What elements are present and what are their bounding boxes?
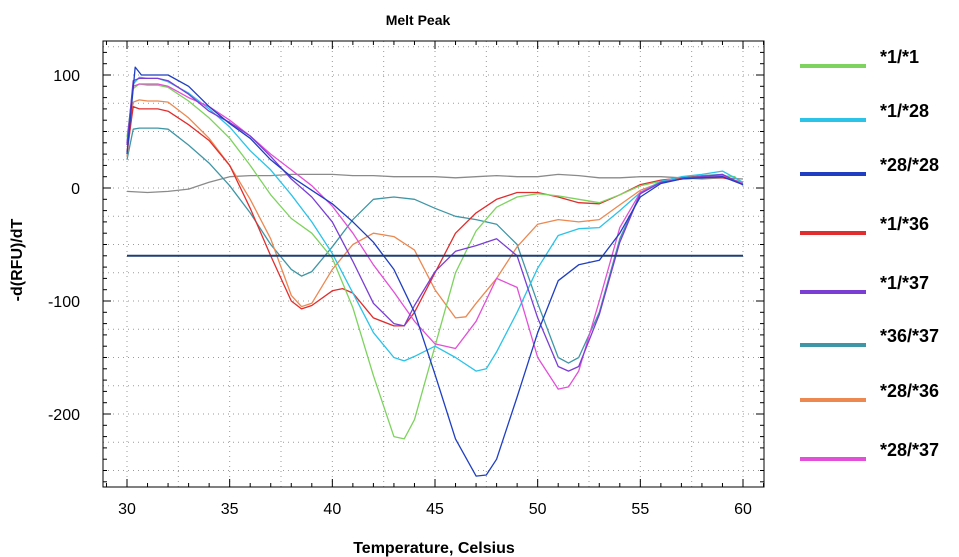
axis-ticks: 30 35 40 45 50 55 60 100 0 -100 -200: [48, 41, 765, 518]
plot-frame: [102, 40, 765, 488]
legend-label: *36/*37: [880, 326, 939, 346]
series-line: [126, 83, 744, 440]
x-tick-label: 60: [734, 501, 752, 518]
series-line: [126, 83, 744, 390]
y-tick-label: -100: [48, 294, 80, 311]
legend: *1/*1 *1/*28 *28/*28 *1/*36 *1/*37 *36/*37 *28…: [800, 47, 939, 461]
legend-label: *28/*37: [880, 440, 939, 460]
y-tick-label: -200: [48, 407, 80, 424]
series-line: [126, 77, 744, 372]
legend-label: *1/*36: [880, 214, 929, 234]
series-line: [126, 173, 744, 194]
x-tick-label: 40: [323, 501, 341, 518]
x-tick-label: 30: [118, 501, 136, 518]
grid: [103, 41, 764, 487]
x-tick-label: 50: [529, 501, 547, 518]
x-tick-label: 55: [631, 501, 649, 518]
legend-label: *1/*28: [880, 101, 929, 121]
y-tick-label: 100: [53, 68, 80, 85]
x-tick-label: 35: [221, 501, 239, 518]
series-line: [126, 99, 744, 319]
series-line: [126, 127, 744, 364]
chart-title: Melt Peak: [386, 12, 451, 28]
legend-label: *28/*36: [880, 381, 939, 401]
plot-lines: [126, 66, 744, 477]
legend-label: *28/*28: [880, 155, 939, 175]
legend-label: *1/*37: [880, 273, 929, 293]
series-line: [126, 66, 744, 477]
y-axis-label: -d(RFU)/dT: [9, 218, 26, 301]
legend-label: *1/*1: [880, 47, 919, 67]
x-tick-label: 45: [426, 501, 444, 518]
x-axis-label: Temperature, Celsius: [353, 540, 515, 557]
y-tick-label: 0: [71, 181, 80, 198]
